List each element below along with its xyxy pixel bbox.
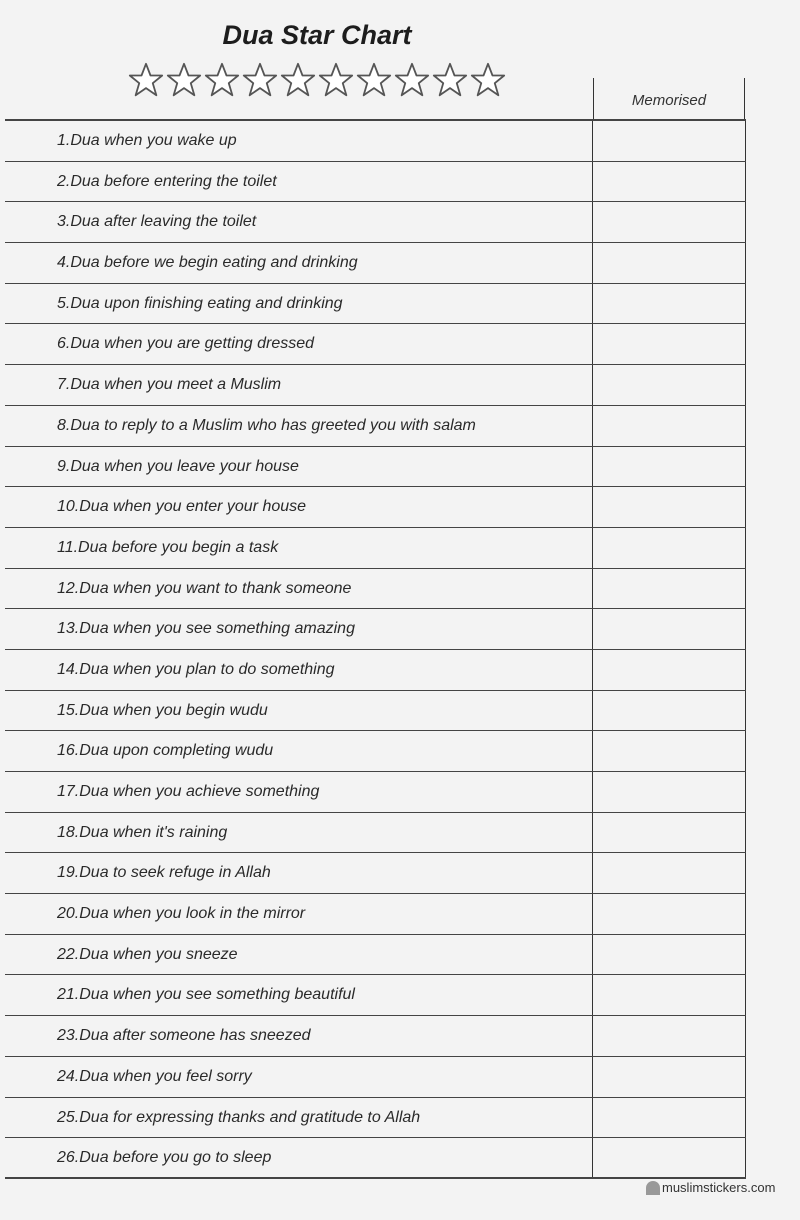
dua-label: 15.Dua when you begin wudu: [5, 690, 593, 731]
dua-label: 2.Dua before entering the toilet: [5, 161, 593, 202]
table-row: 2.Dua before entering the toilet: [5, 161, 746, 203]
memorised-cell[interactable]: [593, 365, 746, 405]
table-row: 20.Dua when you look in the mirror: [5, 894, 746, 935]
memorised-cell[interactable]: [593, 161, 746, 202]
memorised-header: Memorised: [593, 78, 745, 120]
memorised-cell[interactable]: [593, 649, 746, 690]
memorised-cell[interactable]: [593, 527, 746, 568]
table-row: 3.Dua after leaving the toilet: [5, 202, 746, 244]
dua-label: 14.Dua when you plan to do something: [5, 649, 593, 690]
dua-label: 24.Dua when you feel sorry: [5, 1056, 593, 1097]
table-row: 13.Dua when you see something amazing: [5, 609, 746, 650]
dua-label: 19.Dua to seek refuge in Allah: [5, 853, 593, 894]
dua-label: 26.Dua before you go to sleep: [5, 1138, 593, 1177]
table-row: 4.Dua before we begin eating and drinkin…: [5, 243, 746, 284]
star-icon: [280, 62, 316, 97]
star-icon: [432, 62, 468, 97]
memorised-cell[interactable]: [593, 690, 746, 731]
table-row: 25.Dua for expressing thanks and gratitu…: [5, 1097, 746, 1139]
dua-label: 12.Dua when you want to thank someone: [5, 568, 593, 609]
memorised-cell[interactable]: [593, 894, 746, 934]
table-row: 7.Dua when you meet a Muslim: [5, 365, 746, 406]
dua-label: 9.Dua when you leave your house: [5, 446, 593, 487]
memorised-cell[interactable]: [593, 975, 746, 1016]
dua-label: 16.Dua upon completing wudu: [5, 731, 593, 771]
memorised-cell[interactable]: [593, 1056, 746, 1097]
dua-label: 1.Dua when you wake up: [5, 121, 593, 161]
memorised-cell[interactable]: [593, 202, 746, 243]
table-row: 23.Dua after someone has sneezed: [5, 1016, 746, 1057]
memorised-cell[interactable]: [593, 405, 746, 446]
memorised-cell[interactable]: [593, 934, 746, 975]
star-icon: [470, 62, 506, 97]
star-icon: [166, 62, 202, 97]
memorised-cell[interactable]: [593, 324, 746, 365]
logo-icon: [646, 1180, 660, 1195]
table-row: 8.Dua to reply to a Muslim who has greet…: [5, 405, 746, 447]
table-row: 24.Dua when you feel sorry: [5, 1056, 746, 1098]
memorised-cell[interactable]: [593, 1016, 746, 1056]
dua-label: 3.Dua after leaving the toilet: [5, 202, 593, 243]
star-row: [128, 62, 506, 98]
dua-label: 5.Dua upon finishing eating and drinking: [5, 283, 593, 324]
memorised-cell[interactable]: [593, 1138, 746, 1177]
chart-title: Dua Star Chart: [222, 20, 412, 50]
dua-label: 7.Dua when you meet a Muslim: [5, 365, 593, 405]
dua-label: 13.Dua when you see something amazing: [5, 609, 593, 649]
dua-label: 10.Dua when you enter your house: [5, 487, 593, 527]
memorised-cell[interactable]: [593, 283, 746, 324]
memorised-cell[interactable]: [593, 812, 746, 853]
dua-label: 6.Dua when you are getting dressed: [5, 324, 593, 365]
table-row: 12.Dua when you want to thank someone: [5, 568, 746, 610]
table-row: 15.Dua when you begin wudu: [5, 690, 746, 732]
table-row: 19.Dua to seek refuge in Allah: [5, 853, 746, 895]
table-row: 17.Dua when you achieve something: [5, 772, 746, 813]
dua-label: 17.Dua when you achieve something: [5, 772, 593, 812]
footer-text: muslimstickers.com: [662, 1180, 776, 1195]
dua-label: 22.Dua when you sneeze: [5, 934, 593, 975]
memorised-cell[interactable]: [593, 609, 746, 649]
star-icon: [204, 62, 240, 97]
memorised-cell[interactable]: [593, 772, 746, 812]
table-row: 6.Dua when you are getting dressed: [5, 324, 746, 366]
table-row: 9.Dua when you leave your house: [5, 446, 746, 488]
footer-brand: muslimstickers.com: [646, 1180, 775, 1195]
star-icon: [356, 62, 392, 97]
memorised-cell[interactable]: [593, 121, 746, 161]
memorised-label: Memorised: [631, 92, 707, 109]
table-row: 5.Dua upon finishing eating and drinking: [5, 283, 746, 325]
dua-label: 8.Dua to reply to a Muslim who has greet…: [5, 405, 593, 446]
table-row: 1.Dua when you wake up: [5, 121, 746, 162]
memorised-cell[interactable]: [593, 853, 746, 894]
table-row: 16.Dua upon completing wudu: [5, 731, 746, 772]
dua-table: 1.Dua when you wake up 2.Dua before enter…: [5, 119, 746, 1179]
table-row: 26.Dua before you go to sleep: [5, 1138, 746, 1179]
dua-label: 21.Dua when you see something beautiful: [5, 975, 593, 1016]
dua-label: 25.Dua for expressing thanks and gratitu…: [5, 1097, 593, 1138]
table-row: 14.Dua when you plan to do something: [5, 649, 746, 691]
dua-label: 11.Dua before you begin a task: [5, 527, 593, 568]
table-row: 10.Dua when you enter your house: [5, 487, 746, 528]
star-icon: [128, 62, 164, 97]
memorised-cell[interactable]: [593, 568, 746, 609]
table-row: 21.Dua when you see something beautiful: [5, 975, 746, 1017]
dua-label: 23.Dua after someone has sneezed: [5, 1016, 593, 1056]
memorised-cell[interactable]: [593, 731, 746, 771]
memorised-cell[interactable]: [593, 1097, 746, 1138]
memorised-cell[interactable]: [593, 487, 746, 527]
memorised-cell[interactable]: [593, 446, 746, 487]
dua-label: 20.Dua when you look in the mirror: [5, 894, 593, 934]
dua-label: 4.Dua before we begin eating and drinkin…: [5, 243, 593, 283]
star-icon: [242, 62, 278, 97]
star-icon: [318, 62, 354, 97]
dua-label: 18.Dua when it's raining: [5, 812, 593, 853]
table-row: 11.Dua before you begin a task: [5, 527, 746, 569]
memorised-cell[interactable]: [593, 243, 746, 283]
table-row: 18.Dua when it's raining: [5, 812, 746, 854]
table-row: 22.Dua when you sneeze: [5, 934, 746, 976]
star-icon: [394, 62, 430, 97]
